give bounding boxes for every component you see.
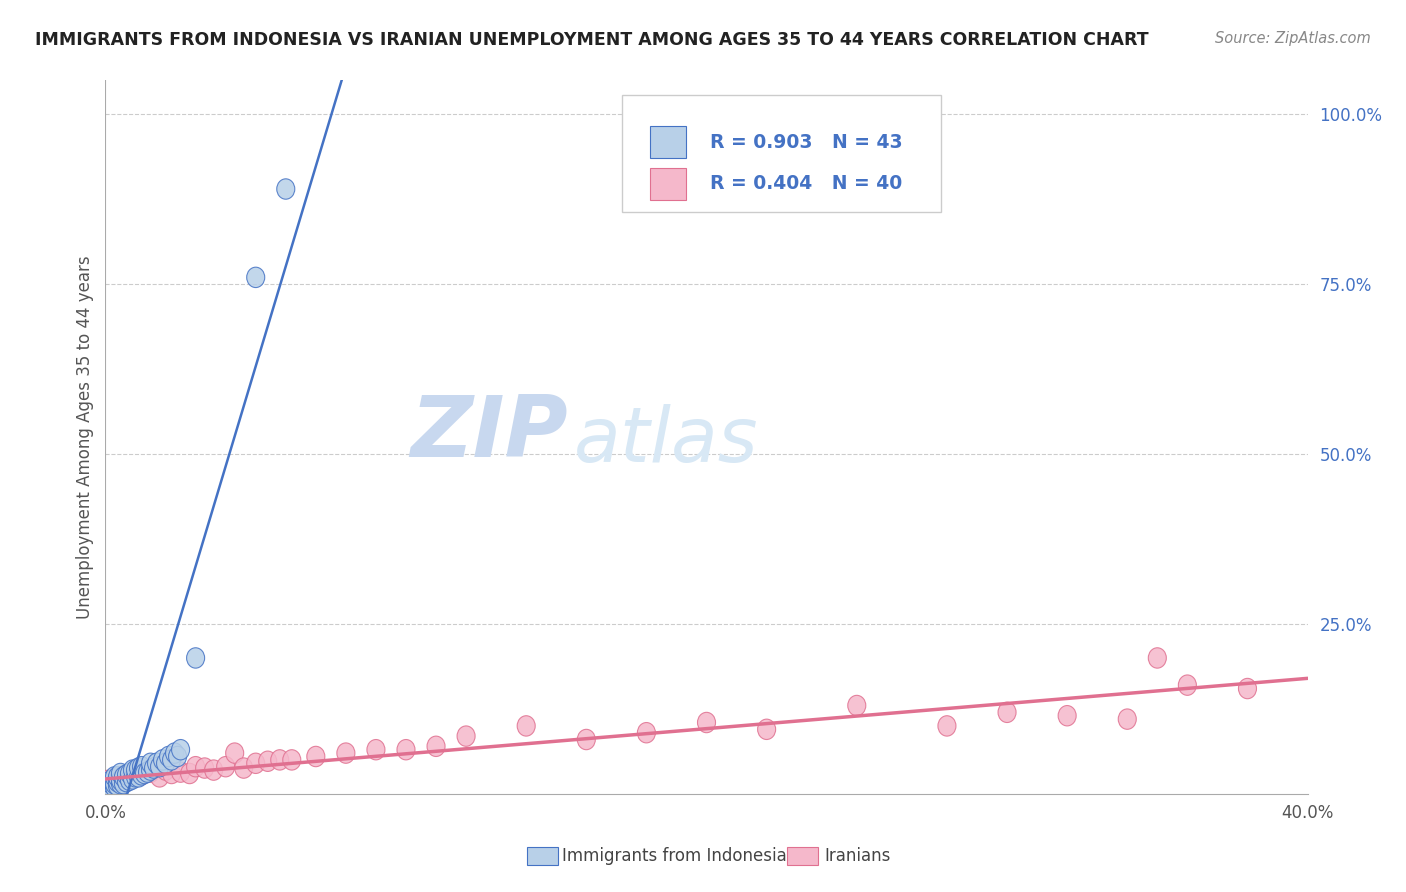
Ellipse shape [132,764,150,785]
Ellipse shape [998,702,1017,723]
Ellipse shape [139,762,156,782]
Ellipse shape [169,747,187,767]
Ellipse shape [108,767,127,787]
Ellipse shape [637,723,655,743]
Ellipse shape [132,756,150,777]
Ellipse shape [246,268,264,287]
Ellipse shape [127,760,145,780]
Ellipse shape [118,764,135,785]
Ellipse shape [427,736,446,756]
Ellipse shape [105,777,124,797]
Ellipse shape [166,743,184,764]
Ellipse shape [337,743,354,764]
Ellipse shape [111,773,129,794]
Ellipse shape [108,775,127,796]
Ellipse shape [132,764,150,785]
Ellipse shape [100,777,118,797]
Ellipse shape [163,764,180,784]
Text: atlas: atlas [574,404,759,477]
Ellipse shape [135,764,153,784]
Ellipse shape [142,760,159,780]
Ellipse shape [235,758,253,778]
Ellipse shape [578,730,595,749]
Ellipse shape [105,767,124,787]
Ellipse shape [517,715,536,736]
Ellipse shape [111,764,129,784]
Ellipse shape [159,747,177,767]
Ellipse shape [697,713,716,732]
Ellipse shape [114,773,132,794]
Text: IMMIGRANTS FROM INDONESIA VS IRANIAN UNEMPLOYMENT AMONG AGES 35 TO 44 YEARS CORR: IMMIGRANTS FROM INDONESIA VS IRANIAN UNE… [35,31,1149,49]
Ellipse shape [163,749,180,770]
Ellipse shape [124,769,142,789]
Ellipse shape [129,767,148,787]
Ellipse shape [1239,678,1257,698]
Ellipse shape [396,739,415,760]
Ellipse shape [172,739,190,760]
Ellipse shape [195,758,214,778]
Ellipse shape [103,773,121,794]
Y-axis label: Unemployment Among Ages 35 to 44 years: Unemployment Among Ages 35 to 44 years [76,255,94,619]
Ellipse shape [129,758,148,778]
Ellipse shape [246,753,264,773]
Ellipse shape [156,760,174,780]
Ellipse shape [103,770,121,790]
Ellipse shape [271,749,288,770]
Bar [650,127,686,159]
Ellipse shape [153,749,172,770]
Ellipse shape [277,178,295,199]
Ellipse shape [124,760,142,780]
Ellipse shape [259,751,277,772]
Ellipse shape [457,726,475,747]
Ellipse shape [127,767,145,787]
Ellipse shape [121,764,139,784]
Ellipse shape [142,753,159,773]
Ellipse shape [1059,706,1076,726]
Ellipse shape [150,756,169,777]
Ellipse shape [1118,709,1136,730]
Text: R = 0.903   N = 43: R = 0.903 N = 43 [710,133,903,152]
Text: Iranians: Iranians [824,847,890,865]
Ellipse shape [172,762,190,782]
Ellipse shape [217,756,235,777]
Ellipse shape [100,770,118,790]
Ellipse shape [121,770,139,790]
Ellipse shape [1178,675,1197,696]
Ellipse shape [283,749,301,770]
Ellipse shape [145,758,163,778]
Ellipse shape [127,764,145,784]
Ellipse shape [180,764,198,784]
Text: R = 0.404   N = 40: R = 0.404 N = 40 [710,174,903,194]
Ellipse shape [156,753,174,773]
Ellipse shape [105,773,124,794]
Ellipse shape [938,715,956,736]
Ellipse shape [108,772,127,792]
Ellipse shape [225,743,243,764]
Ellipse shape [1149,648,1167,668]
Ellipse shape [114,767,132,787]
Ellipse shape [150,767,169,787]
Ellipse shape [205,760,222,780]
Ellipse shape [148,753,166,773]
Ellipse shape [111,770,129,790]
Text: Immigrants from Indonesia: Immigrants from Indonesia [562,847,787,865]
Ellipse shape [111,767,129,787]
Ellipse shape [307,747,325,767]
Ellipse shape [142,762,159,782]
Ellipse shape [187,756,205,777]
Ellipse shape [758,719,776,739]
Ellipse shape [121,767,139,787]
Ellipse shape [848,696,866,715]
FancyBboxPatch shape [623,95,941,212]
Ellipse shape [187,648,205,668]
Ellipse shape [118,772,135,792]
Bar [650,168,686,200]
Text: Source: ZipAtlas.com: Source: ZipAtlas.com [1215,31,1371,46]
Text: ZIP: ZIP [411,392,568,475]
Ellipse shape [367,739,385,760]
